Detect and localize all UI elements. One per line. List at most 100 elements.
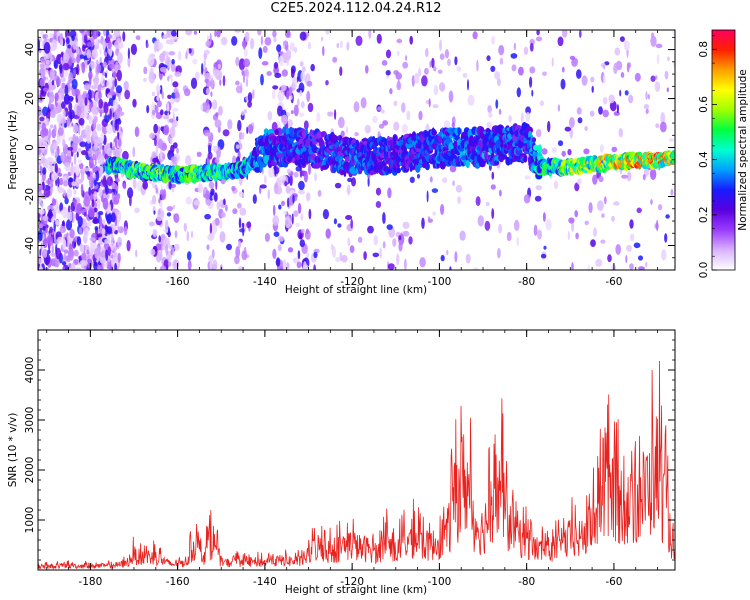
heatmap-noise-blob [78, 162, 84, 170]
heatmap-noise-blob [258, 47, 263, 59]
heatmap-noise-blob [60, 151, 65, 162]
heatmap-noise-blob [38, 254, 42, 265]
heatmap-noise-blob [557, 36, 564, 47]
heatmap-noise-blob [310, 63, 316, 72]
heatmap-noise-blob [588, 202, 593, 214]
heatmap-noise-blob [54, 163, 58, 174]
heatmap-noise-blob [166, 102, 170, 112]
heatmap-noise-blob [38, 39, 41, 51]
heatmap-noise-blob [497, 247, 501, 259]
heatmap-noise-blob [239, 207, 247, 216]
heatmap-noise-blob [88, 148, 93, 158]
heatmap-noise-blob [277, 244, 282, 252]
heatmap-noise-blob [167, 261, 172, 267]
heatmap-noise-blob [76, 54, 81, 64]
heatmap-noise-blob [339, 251, 343, 262]
heatmap-noise-blob [672, 30, 675, 36]
heatmap-noise-blob [65, 219, 73, 231]
heatmap-noise-blob [292, 194, 295, 204]
heatmap-noise-blob [523, 194, 531, 204]
heatmap-noise-blob [212, 259, 218, 270]
heatmap-noise-blob [142, 180, 148, 190]
heatmap-noise-blob [306, 90, 311, 102]
heatmap-noise-blob [159, 265, 167, 270]
heatmap-noise-blob [439, 82, 446, 92]
heatmap-noise-blob [104, 259, 108, 269]
snr-panel: -180 -160 -140 -120 -100 -80 -60 1000 2000 3000 4… [7, 329, 676, 596]
y-tick-label: 0 [24, 144, 36, 151]
heatmap-noise-blob [398, 235, 402, 241]
heatmap-noise-blob [380, 109, 385, 114]
heatmap-noise-blob [219, 219, 223, 229]
heatmap-noise-blob [508, 115, 512, 123]
heatmap-noise-blob [88, 247, 94, 254]
heatmap-noise-blob [487, 105, 492, 114]
heatmap-noise-blob [219, 79, 222, 86]
heatmap-noise-blob [115, 135, 118, 148]
heatmap-noise-blob [71, 35, 75, 42]
heatmap-noise-blob [491, 208, 495, 220]
heatmap-noise-blob [62, 62, 70, 71]
heatmap-noise-blob [486, 121, 492, 129]
heatmap-noise-blob [325, 30, 330, 35]
heatmap-noise-blob [227, 119, 233, 130]
heatmap-noise-blob [107, 246, 111, 257]
x-tick-label: -100 [427, 276, 451, 288]
heatmap-noise-blob [155, 145, 159, 153]
heatmap-noise-blob [167, 230, 171, 238]
heatmap-noise-blob [111, 191, 114, 204]
heatmap-noise-blob [443, 120, 451, 130]
heatmap-noise-blob [293, 171, 299, 178]
heatmap-noise-blob [278, 235, 284, 242]
heatmap-noise-blob [56, 113, 64, 124]
heatmap-noise-blob [103, 101, 109, 114]
heatmap-noise-blob [273, 182, 279, 195]
heatmap-noise-blob [607, 254, 612, 263]
heatmap-ridge-blob [392, 134, 397, 142]
heatmap-noise-blob [94, 158, 97, 167]
heatmap-noise-blob [281, 200, 285, 206]
heatmap-noise-blob [185, 51, 188, 60]
heatmap-noise-blob [367, 225, 374, 234]
heatmap-noise-blob [204, 213, 212, 220]
heatmap-noise-blob [598, 176, 604, 183]
heatmap-noise-blob [341, 254, 348, 263]
heatmap-noise-blob [303, 170, 308, 183]
heatmap-noise-blob [300, 213, 304, 221]
heatmap-noise-blob [286, 168, 292, 174]
heatmap-noise-blob [162, 115, 169, 120]
heatmap-noise-blob [185, 196, 192, 205]
heatmap-noise-blob [77, 97, 84, 107]
heatmap-ridge-blob [310, 153, 317, 160]
heatmap-noise-blob [615, 244, 621, 255]
heatmap-noise-blob [116, 193, 120, 201]
heatmap-noise-blob [424, 67, 429, 75]
heatmap-noise-blob [99, 250, 107, 259]
heatmap-noise-blob [86, 49, 92, 59]
heatmap-noise-blob [106, 123, 113, 134]
heatmap-ridge-blob [457, 127, 461, 136]
heatmap-noise-blob [40, 31, 44, 36]
heatmap-noise-blob [71, 142, 78, 154]
heatmap-noise-blob [68, 109, 75, 120]
heatmap-noise-blob [43, 249, 48, 258]
heatmap-ridge-blob [385, 166, 389, 175]
heatmap-noise-blob [576, 107, 582, 115]
heatmap-noise-blob [465, 253, 471, 264]
heatmap-noise-blob [67, 211, 70, 221]
y-tick-label: -20 [24, 188, 36, 205]
heatmap-noise-blob [658, 204, 663, 211]
heatmap-noise-blob [337, 116, 345, 129]
heatmap-noise-blob [375, 201, 382, 208]
heatmap-noise-blob [316, 111, 321, 123]
heatmap-noise-blob [151, 109, 156, 116]
heatmap-noise-blob [126, 240, 131, 252]
heatmap-noise-blob [96, 63, 102, 74]
heatmap-noise-blob [642, 173, 646, 181]
heatmap-noise-blob [172, 205, 175, 210]
heatmap-noise-blob [109, 108, 112, 121]
heatmap-noise-blob [167, 135, 171, 142]
heatmap-noise-blob [387, 187, 392, 199]
heatmap-noise-blob [381, 60, 388, 66]
heatmap-noise-blob [587, 264, 590, 270]
